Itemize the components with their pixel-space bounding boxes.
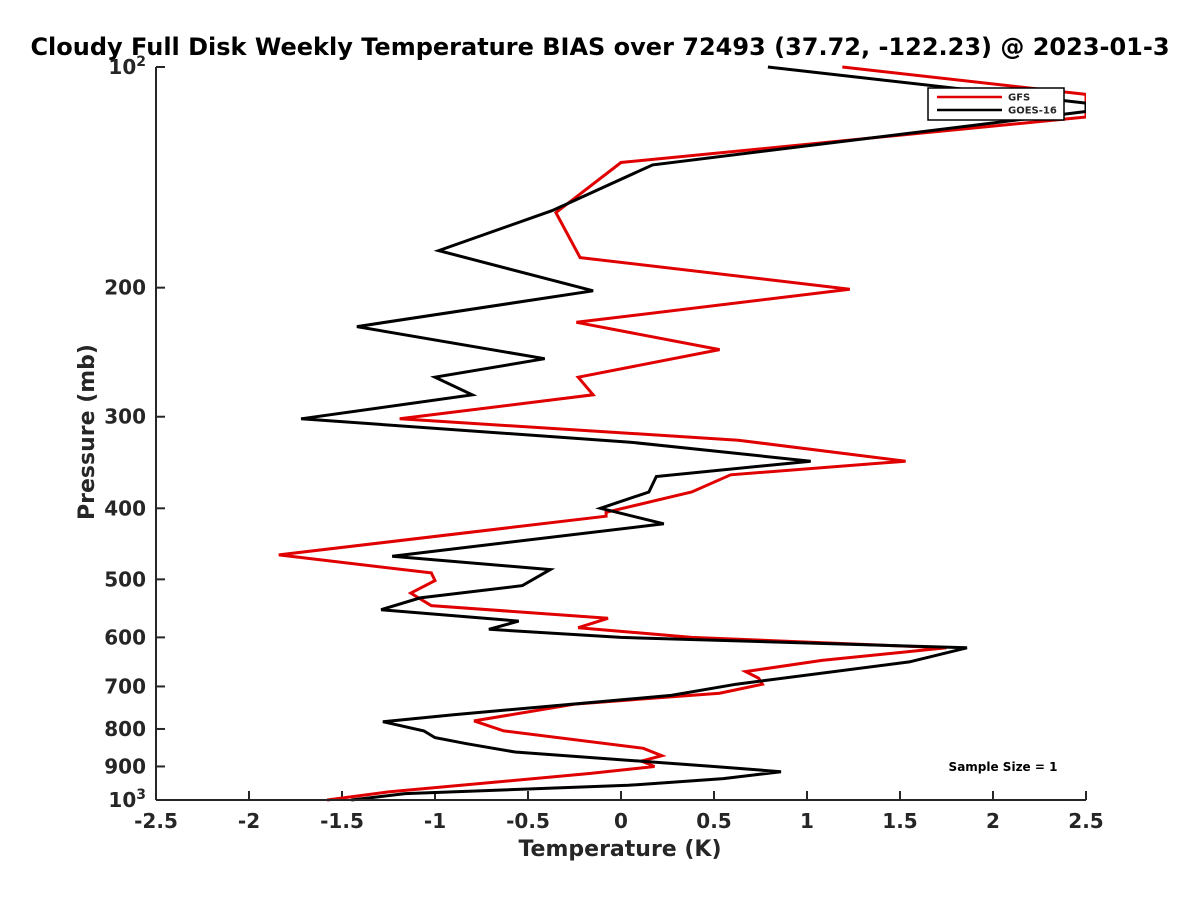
x-tick-label: 1 (800, 809, 814, 833)
y-axis-label: Pressure (mb) (75, 344, 100, 520)
x-tick-label: -1 (424, 809, 446, 833)
x-tick-label: -1.5 (320, 809, 364, 833)
y-tick-label: 900 (104, 754, 146, 778)
y-tick-label: 103 (108, 787, 146, 812)
series-lines (278, 65, 1086, 802)
chart-title: Cloudy Full Disk Weekly Temperature BIAS… (30, 33, 1169, 61)
y-tick-label: 102 (108, 54, 146, 79)
x-tick-label: 0 (614, 809, 628, 833)
series-line-goes-16 (300, 65, 1086, 802)
y-tick-label: 200 (104, 276, 146, 300)
y-tick-label: 500 (104, 567, 146, 591)
legend-box (927, 87, 1065, 121)
legend-label-goes-16: GOES-16 (1008, 106, 1057, 117)
axes (155, 67, 1086, 801)
y-tick-label: 800 (104, 717, 146, 741)
legend: GFS GOES-16 (927, 87, 1065, 121)
x-tick-label: -2 (238, 809, 260, 833)
y-tick-label: 400 (104, 496, 146, 520)
series-line-gfs (278, 65, 1086, 802)
y-tick-label: 600 (104, 625, 146, 649)
x-tick-label: 1.5 (882, 809, 917, 833)
x-tick-label: -0.5 (506, 809, 550, 833)
y-tick-base: 10 (108, 788, 136, 812)
x-axis-label: Temperature (K) (518, 837, 721, 862)
y-tick-label: 700 (104, 674, 146, 698)
y-tick-base: 10 (108, 55, 136, 79)
x-tick-label: 0.5 (696, 809, 731, 833)
y-tick-exponent: 3 (136, 787, 146, 803)
y-tick-label: 300 (104, 405, 146, 429)
y-tick-exponent: 2 (136, 54, 146, 70)
sample-size-annotation: Sample Size = 1 (949, 760, 1058, 774)
x-tick-label: 2 (986, 809, 1000, 833)
x-tick-label: -2.5 (134, 809, 178, 833)
axis-ticks: -2.5 -2 -1.5 -1 -0.5 0 0.5 1 1.5 2 2.5102200300400… (104, 54, 1103, 833)
legend-label-gfs: GFS (1008, 93, 1030, 104)
x-tick-label: 2.5 (1068, 809, 1103, 833)
